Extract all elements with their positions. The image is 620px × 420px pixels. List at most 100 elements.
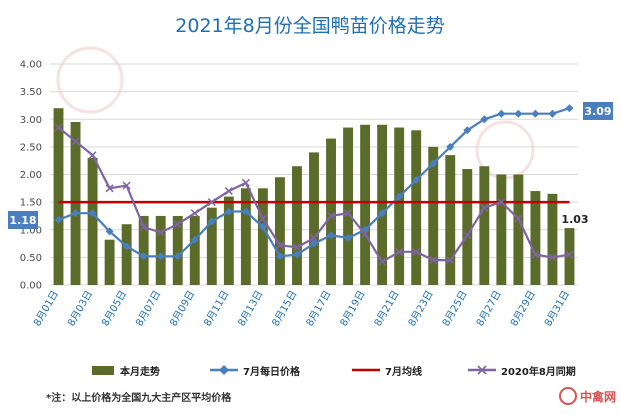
point-diamond [480,115,489,124]
bar [411,130,422,285]
bar [479,166,490,285]
legend-label-july-average: 7月均线 [385,365,422,378]
point-x [531,250,540,259]
y-tick-label: 0.50 [20,253,42,264]
bar [343,127,354,285]
first-value-box [8,211,38,229]
point-diamond [173,252,182,261]
point-x [54,123,63,132]
point-x [463,231,472,240]
point-diamond [548,109,557,118]
point-diamond [105,227,114,236]
bar [257,188,268,285]
bar [155,215,166,285]
point-x [344,209,353,218]
point-x [548,253,557,262]
y-tick-label: 4.00 [20,60,42,71]
legend-marker-x [477,365,487,375]
point-diamond [292,250,301,259]
bar [547,193,558,285]
last-value-box [583,102,613,120]
legend-item-2020: 2020年8月同期 [468,365,576,378]
point-x [71,137,80,146]
y-tick-label: 2.50 [20,142,42,153]
legend-label-july-daily: 7月每日价格 [243,365,301,378]
point-diamond [241,207,250,216]
point-diamond [54,215,63,224]
y-tick-label: 0.00 [20,281,42,292]
bar [223,196,234,285]
point-x [275,241,284,250]
y-tick-label: 3.00 [20,115,42,126]
point-diamond [412,176,421,185]
point-x [224,187,233,196]
legend-label-2020: 2020年8月同期 [501,365,576,378]
point-x [327,211,336,220]
point-x [514,214,523,223]
brand-logo-icon [559,387,577,405]
point-diamond [531,109,540,118]
bar [394,127,405,285]
point-x [190,209,199,218]
chart-title: 2021年8月份全国鸭苗价格走势 [175,15,444,37]
legend-swatch-bar [92,366,114,375]
last-value-annotation: 3.09 [583,102,613,120]
point-diamond [224,207,233,216]
last-value-label: 3.09 [584,105,611,118]
first-value-label: 1.18 [9,214,36,227]
point-diamond [258,222,267,231]
bar [121,224,132,285]
point-x [497,198,506,207]
point-x [88,151,97,160]
bar-last-value-label: 1.03 [561,213,588,226]
bar [428,146,439,285]
bar [462,168,473,285]
point-x [258,214,267,223]
point-diamond [310,239,318,248]
bar [172,215,183,285]
y-tick-label: 1.50 [20,198,42,209]
y-tick-label: 1.00 [20,225,42,236]
point-x [292,243,301,252]
point-diamond [190,235,199,244]
point-diamond [139,252,148,261]
point-x [565,250,574,259]
point-x [105,184,114,193]
bar [70,122,81,285]
point-x [395,247,404,256]
point-diamond [497,109,506,118]
point-x [173,220,182,229]
point-x [309,234,319,243]
point-diamond [378,209,387,218]
point-diamond [463,126,472,135]
point-x [446,256,455,265]
legend: 本月走势 7月每日价格 7月均线 2020年8月同期 [92,365,576,378]
y-tick-label: 3.50 [20,87,42,98]
bar [206,207,217,285]
bar [445,155,456,285]
bar [530,191,541,285]
bar [189,215,200,285]
price-note: *注：以上价格为全国九大主产区平均价格 [46,391,232,404]
point-diamond [565,104,574,113]
y-tick-label: 2.00 [20,170,42,181]
bar [138,215,149,285]
point-diamond [514,109,523,118]
point-diamond [395,192,404,201]
bar [496,174,507,285]
first-value-annotation: 1.18 [8,211,38,229]
point-x [139,222,148,232]
line-series [54,104,574,266]
legend-marker-diamond [219,365,229,375]
brand-footer: 中禽网 [559,387,616,405]
legend-label-bar: 本月走势 [120,365,160,378]
point-diamond [344,234,353,243]
point-diamond [275,252,284,261]
brand-footer-text: 中禽网 [580,389,616,404]
legend-item-bar: 本月走势 [92,365,160,378]
point-diamond [122,242,131,251]
bar [377,124,388,286]
point-diamond [429,159,438,168]
bar [360,124,371,286]
